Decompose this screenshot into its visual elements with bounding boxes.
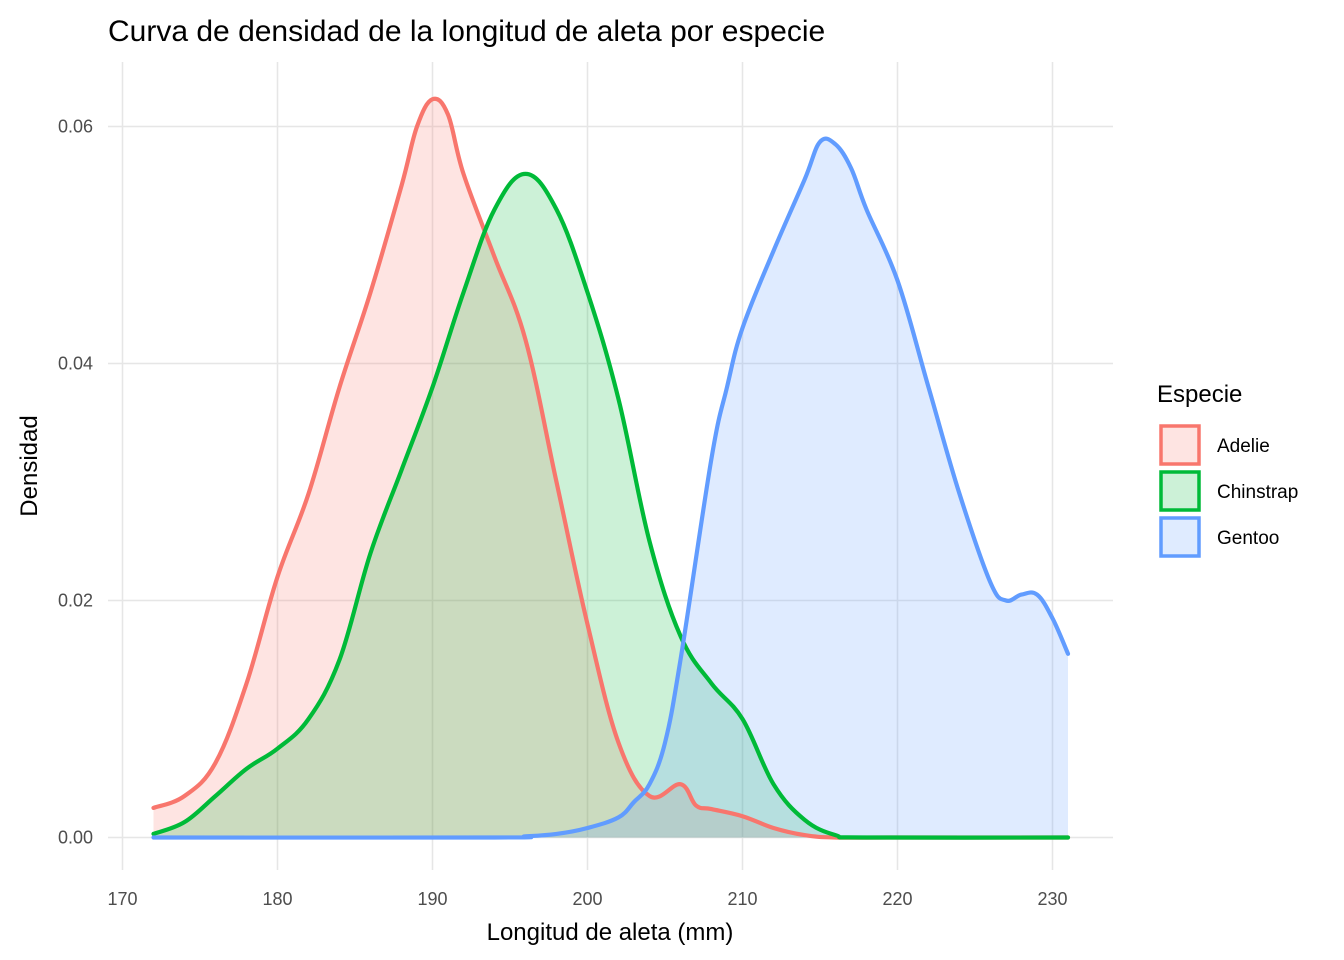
area-gentoo (153, 138, 1068, 838)
y-axis-title: Densidad (16, 415, 43, 516)
line-gentoo (151, 136, 1071, 840)
legend-label-gentoo: Gentoo (1217, 528, 1279, 549)
legend-title: Especie (1157, 381, 1242, 408)
axis-ticks: 170 180 190 200 210 220 230 0.00 0.02 0.04 0.06 (58, 117, 1068, 910)
line-adelie (151, 96, 1071, 840)
x-tick-label: 170 (107, 889, 137, 909)
legend-key-chinstrap (1159, 470, 1201, 512)
line-chinstrap (151, 171, 1071, 840)
legend-key-gentoo (1159, 516, 1201, 558)
chart-title: Curva de densidad de la longitud de alet… (108, 15, 825, 48)
x-tick-label: 220 (882, 889, 912, 909)
x-tick-label: 180 (262, 889, 292, 909)
grid (108, 62, 1113, 870)
x-axis-title: Longitud de aleta (mm) (487, 919, 734, 946)
legend-label-adelie: Adelie (1217, 436, 1270, 457)
legend-key-bg-adelie (1161, 426, 1199, 464)
legend-key-adelie (1159, 424, 1201, 466)
legend-key-bg-gentoo (1161, 518, 1199, 556)
area-chinstrap (153, 173, 1068, 838)
density-lines (151, 96, 1071, 840)
x-tick-label: 210 (727, 889, 757, 909)
x-tick-label: 200 (572, 889, 602, 909)
y-tick-label: 0.02 (58, 591, 93, 611)
y-tick-label: 0.00 (58, 828, 93, 848)
y-tick-label: 0.04 (58, 354, 93, 374)
legend-key-bg-chinstrap (1161, 472, 1199, 510)
x-tick-label: 190 (417, 889, 447, 909)
legend: Especie Adelie Chinstrap Gentoo (1157, 381, 1298, 558)
density-areas (153, 98, 1068, 838)
x-tick-label: 230 (1037, 889, 1067, 909)
area-adelie (153, 98, 1068, 838)
y-tick-label: 0.06 (58, 117, 93, 137)
legend-label-chinstrap: Chinstrap (1217, 482, 1298, 503)
